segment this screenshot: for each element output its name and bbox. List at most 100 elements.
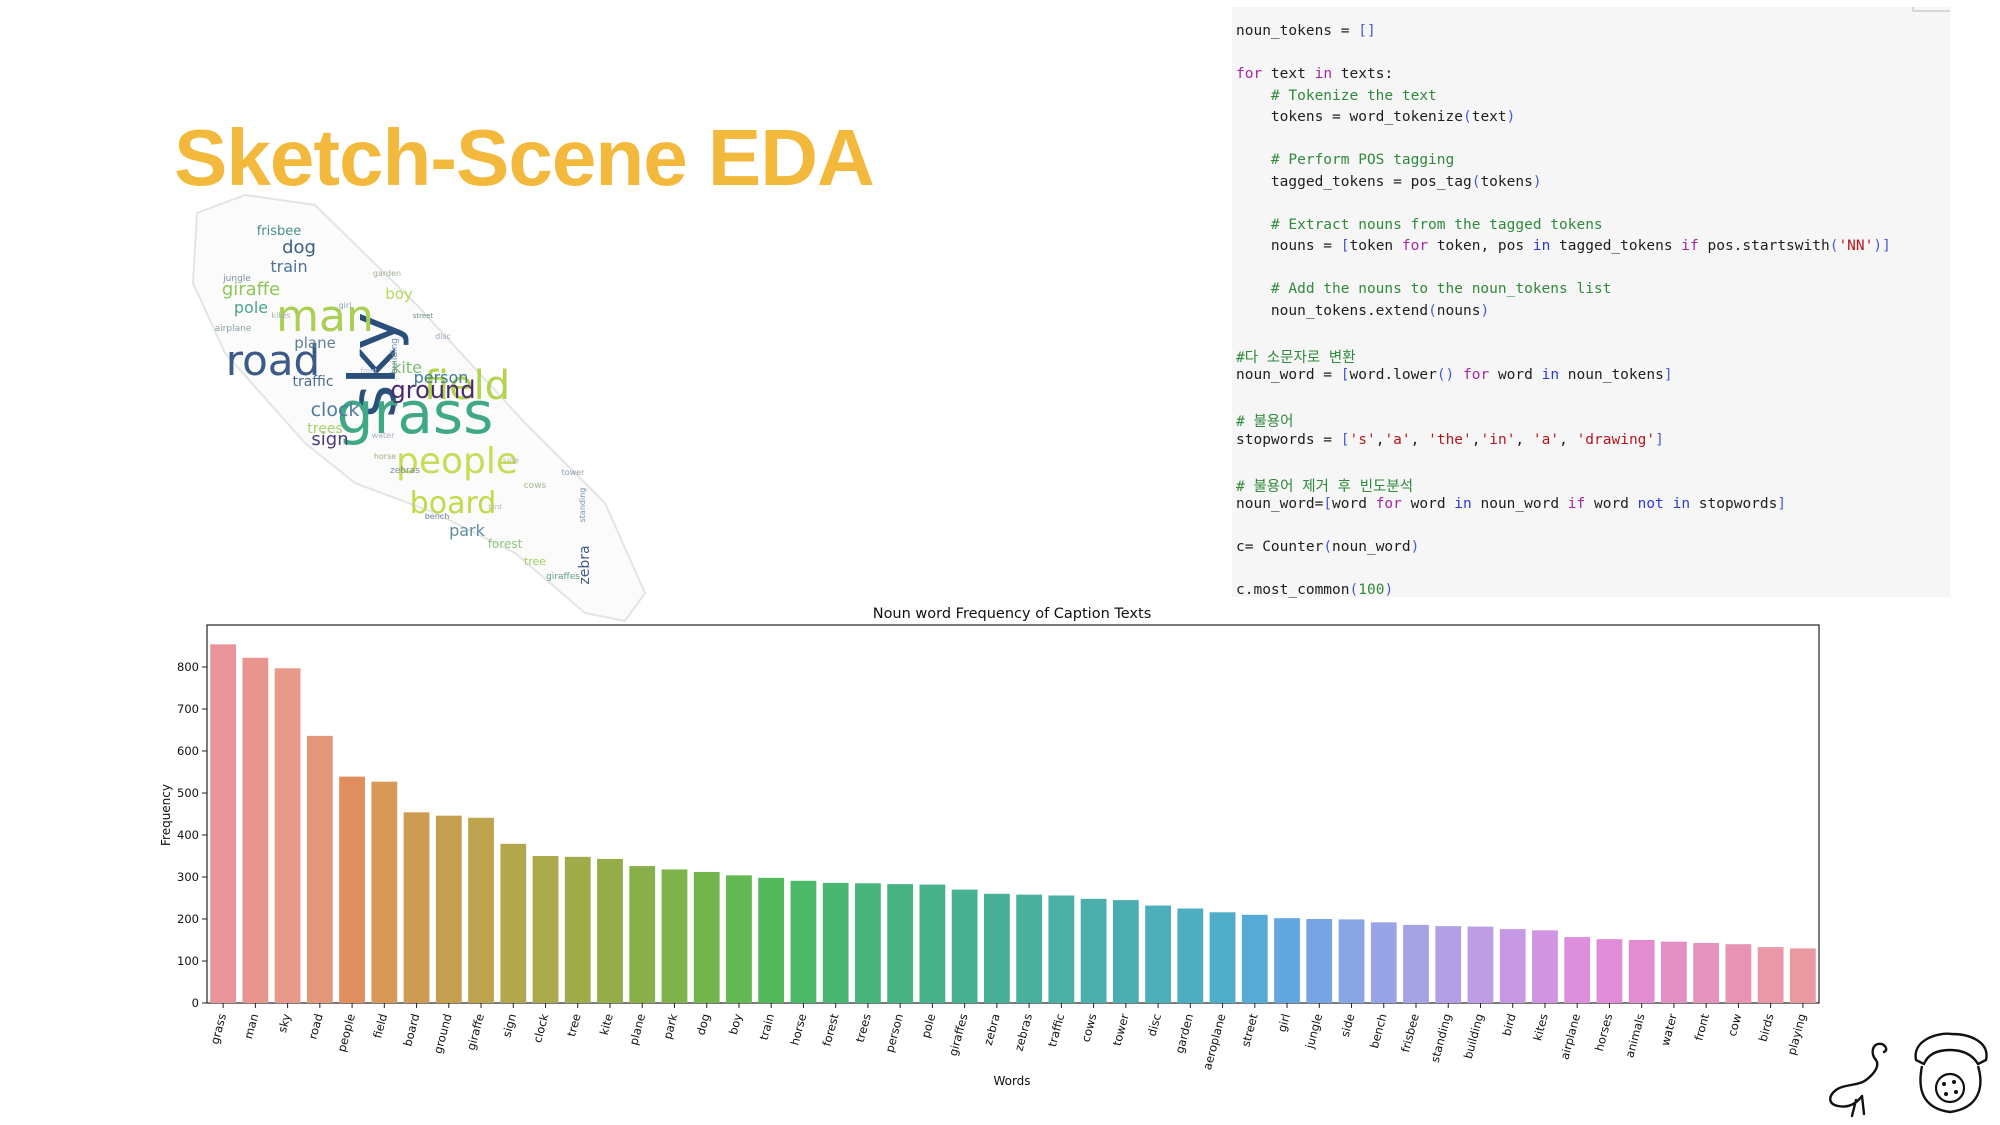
x-tick-label: standing xyxy=(1428,1012,1454,1064)
bar xyxy=(1338,919,1365,1003)
code-token: word xyxy=(1585,496,1638,512)
y-tick-label: 500 xyxy=(177,786,199,800)
x-tick-label: front xyxy=(1691,1012,1712,1043)
code-token: noun_word xyxy=(1332,539,1411,555)
code-token: , xyxy=(1410,431,1429,448)
code-token: ) xyxy=(1410,539,1420,555)
word-cloud-word: water xyxy=(372,431,396,440)
y-tick-label: 400 xyxy=(177,828,199,842)
x-tick-label: street xyxy=(1238,1012,1260,1049)
bar xyxy=(661,869,688,1003)
bar xyxy=(1564,937,1591,1003)
bar xyxy=(210,644,237,1003)
code-line: stopwords = ['s','a', 'the','in', 'a', '… xyxy=(1236,432,1664,448)
bar xyxy=(1467,926,1494,1003)
code-panel: noun_tokens = [] for text in texts: # Tok… xyxy=(1232,7,1950,598)
x-tick-label: birds xyxy=(1756,1012,1777,1043)
code-token: # 불용어 제거 후 빈도분석 xyxy=(1236,478,1414,495)
bar xyxy=(1080,898,1107,1003)
x-tick-label: traffic xyxy=(1045,1012,1067,1048)
x-tick-label: playing xyxy=(1784,1012,1808,1056)
x-tick-label: building xyxy=(1461,1012,1486,1060)
x-tick-label: animals xyxy=(1622,1012,1647,1059)
bar xyxy=(1145,905,1171,1003)
word-cloud-word: person xyxy=(414,368,469,387)
code-line: #다 소문자로 변환 xyxy=(1236,346,1356,367)
word-cloud-word: street xyxy=(413,312,434,320)
code-line: for text in texts: xyxy=(1236,66,1393,82)
flamingo-doodle-icon xyxy=(1829,1042,1888,1118)
code-token: tagged_tokens = pos_tag xyxy=(1236,173,1472,190)
code-line: tokens = word_tokenize(text) xyxy=(1236,109,1515,125)
x-tick-label: park xyxy=(660,1012,680,1041)
code-token: 'drawing' xyxy=(1576,431,1656,448)
bar xyxy=(1757,947,1784,1003)
code-token: ( xyxy=(1428,302,1437,319)
bar xyxy=(790,880,817,1003)
bar xyxy=(1499,929,1526,1003)
bar xyxy=(1241,914,1268,1003)
code-token: ) xyxy=(1532,173,1542,190)
code-token: token, pos xyxy=(1428,238,1533,254)
code-token: for xyxy=(1375,496,1402,512)
bar xyxy=(468,817,494,1003)
code-line: noun_word = [word.lower() for word in no… xyxy=(1236,367,1673,383)
code-token: word xyxy=(1401,496,1455,512)
word-cloud-word: ground xyxy=(391,376,476,404)
word-cloud-word: road xyxy=(226,336,320,385)
code-token: nouns = xyxy=(1236,238,1341,254)
code-token: in xyxy=(1541,367,1560,383)
bar xyxy=(1661,941,1687,1003)
bar xyxy=(500,843,527,1003)
code-line: # Add the nouns to the noun_tokens list xyxy=(1236,281,1611,297)
bar xyxy=(435,815,462,1003)
x-tick-label: jungle xyxy=(1302,1012,1325,1051)
x-tick-label: trees xyxy=(853,1012,874,1044)
word-cloud-word: tree xyxy=(524,555,546,568)
x-tick-label: side xyxy=(1338,1012,1358,1038)
code-token: , xyxy=(1375,431,1385,448)
x-tick-label: field xyxy=(370,1012,390,1040)
x-tick-label: horse xyxy=(788,1012,810,1047)
x-tick-label: tree xyxy=(564,1012,584,1038)
x-tick-label: boy xyxy=(726,1012,745,1036)
code-token: stopwords = xyxy=(1236,431,1341,448)
x-tick-label: people xyxy=(334,1012,358,1053)
code-token: [] xyxy=(1358,23,1376,39)
word-cloud-word: bird xyxy=(488,503,502,511)
code-token: [ xyxy=(1323,496,1333,512)
bar xyxy=(1274,918,1300,1003)
x-tick-label: disc xyxy=(1145,1012,1164,1038)
word-cloud-word: man xyxy=(276,291,374,342)
x-tick-label: sign xyxy=(499,1012,519,1039)
bar xyxy=(1112,900,1139,1003)
word-cloud-word: traffic xyxy=(292,374,333,390)
x-tick-label: aeroplane xyxy=(1200,1012,1228,1071)
word-cloud-word: dog xyxy=(282,237,316,258)
y-tick-label: 0 xyxy=(192,996,199,1010)
bar xyxy=(564,856,591,1003)
word-cloud-word: standing xyxy=(578,488,587,523)
bar xyxy=(274,668,301,1003)
bar xyxy=(693,871,720,1003)
code-token: )] xyxy=(1873,238,1891,254)
x-tick-label: zebra xyxy=(981,1012,1003,1047)
code-token: text xyxy=(1471,109,1507,125)
code-token: in xyxy=(1454,496,1472,512)
code-token: token xyxy=(1349,238,1402,254)
telephone-doodle-icon xyxy=(1914,1032,1988,1114)
word-cloud-word: board xyxy=(410,486,497,521)
x-tick-label: cow xyxy=(1725,1012,1744,1038)
code-token: # Extract nouns from the tagged tokens xyxy=(1270,216,1603,233)
code-token: , xyxy=(1471,431,1481,448)
word-cloud-word: cows xyxy=(524,481,547,491)
x-tick-label: airplane xyxy=(1557,1012,1583,1061)
code-line: noun_word=[word for word in noun_word if… xyxy=(1236,496,1786,512)
code-line: # 불용어 제거 후 빈도분석 xyxy=(1236,475,1413,496)
x-tick-label: giraffe xyxy=(464,1012,487,1052)
code-line: # 불용어 xyxy=(1236,410,1293,431)
x-tick-label: dog xyxy=(693,1012,712,1037)
x-tick-label: ground xyxy=(431,1012,455,1055)
y-tick-label: 200 xyxy=(177,912,199,926)
